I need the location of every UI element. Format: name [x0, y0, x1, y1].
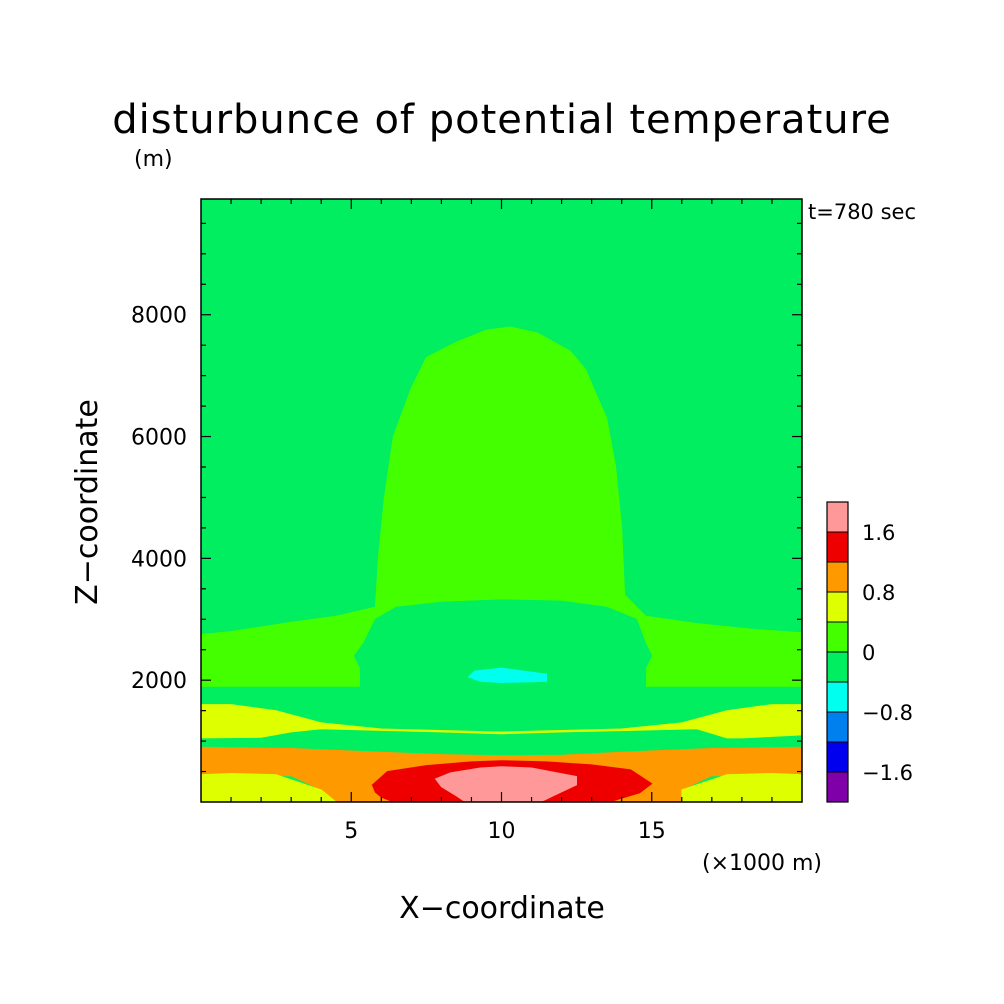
- x-unit-label: (×1000 m): [702, 851, 822, 876]
- colorbar-tick-label: 0: [862, 641, 875, 665]
- colorbar-tick-label: 0.8: [862, 581, 895, 605]
- colorbar-tick-label: 1.6: [862, 521, 895, 545]
- x-tick-label: 10: [488, 819, 516, 844]
- plot-frame: [200, 198, 803, 803]
- plot-area: [200, 198, 803, 803]
- colorbar-swatch: [826, 711, 849, 743]
- colorbar-labels: −1.6 −0.8 0 0.8 1.6: [862, 521, 913, 785]
- axis-ticks: [201, 199, 802, 802]
- colorbar-tick-label: −0.8: [862, 701, 913, 725]
- contour-regions: [201, 199, 802, 802]
- y-tick-label: 8000: [131, 304, 187, 329]
- x-tick-labels: 5 10 15: [344, 819, 666, 844]
- colorbar-tick-label: −1.6: [862, 761, 913, 785]
- colorbar-swatch: [826, 561, 849, 593]
- contour-region-8: [201, 772, 337, 802]
- colorbar-swatch: [826, 681, 849, 713]
- colorbar-frame: [826, 501, 849, 803]
- colorbar-swatch: [826, 501, 849, 533]
- contour-region-6: [201, 710, 322, 733]
- contour-region-2: [201, 326, 802, 687]
- x-axis-title: X−coordinate: [399, 891, 605, 926]
- colorbar-swatch: [826, 771, 849, 803]
- colorbar-swatch: [826, 651, 849, 683]
- y-tick-label: 6000: [131, 426, 187, 451]
- colorbar: [826, 501, 849, 803]
- contour-region-9: [681, 772, 802, 802]
- contour-region-11: [434, 766, 577, 802]
- chart-title: disturbunce of potential temperature: [112, 97, 892, 143]
- colorbar-swatch: [826, 531, 849, 563]
- time-label: t=780 sec: [808, 200, 916, 224]
- z-unit-label: (m): [134, 147, 173, 172]
- x-tick-label: 15: [638, 819, 666, 844]
- colorbar-swatch: [826, 741, 849, 773]
- y-tick-labels: 2000 4000 6000 8000: [131, 304, 187, 694]
- y-tick-label: 4000: [131, 547, 187, 572]
- colorbar-swatch: [826, 591, 849, 623]
- y-tick-label: 2000: [131, 669, 187, 694]
- y-axis-title: Z−coordinate: [70, 399, 105, 605]
- colorbar-swatch: [826, 621, 849, 653]
- contour-region-3: [353, 599, 653, 719]
- contour-region-4: [467, 667, 547, 684]
- contour-region-5: [201, 704, 802, 739]
- x-tick-label: 5: [344, 819, 358, 844]
